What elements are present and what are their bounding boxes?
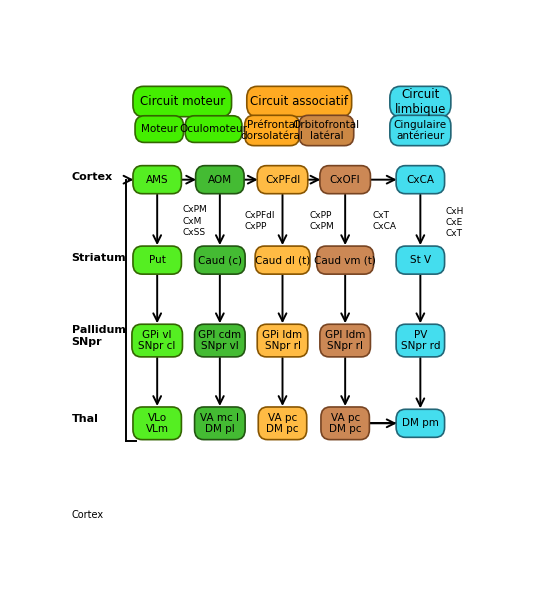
Text: Cortex: Cortex — [72, 173, 113, 182]
Text: Circuit moteur: Circuit moteur — [140, 95, 225, 108]
Text: CxPFdl
CxPP: CxPFdl CxPP — [245, 211, 275, 231]
FancyBboxPatch shape — [320, 324, 370, 357]
Text: Striatum: Striatum — [72, 253, 126, 263]
FancyBboxPatch shape — [390, 87, 451, 116]
FancyBboxPatch shape — [255, 246, 310, 274]
Text: PV
SNpr rd: PV SNpr rd — [400, 330, 440, 352]
Text: CxPM
CxM
CxSS: CxPM CxM CxSS — [182, 205, 207, 236]
FancyBboxPatch shape — [317, 246, 374, 274]
FancyBboxPatch shape — [133, 407, 182, 439]
FancyBboxPatch shape — [257, 165, 308, 193]
Text: Pallidum
SNpr: Pallidum SNpr — [72, 325, 126, 347]
Text: Put: Put — [149, 255, 165, 265]
Text: CxPP
CxPM: CxPP CxPM — [310, 211, 334, 231]
Text: CxCA: CxCA — [406, 175, 434, 184]
FancyBboxPatch shape — [396, 165, 445, 193]
FancyBboxPatch shape — [133, 246, 182, 274]
Text: DM pm: DM pm — [402, 418, 439, 428]
Text: Caud (c): Caud (c) — [198, 255, 242, 265]
FancyBboxPatch shape — [132, 324, 183, 357]
Text: Caud vm (t): Caud vm (t) — [314, 255, 376, 265]
Text: VA pc
DM pc: VA pc DM pc — [266, 413, 299, 434]
Text: CxT
CxCA: CxT CxCA — [372, 211, 396, 231]
Text: VA pc
DM pc: VA pc DM pc — [329, 413, 362, 434]
FancyBboxPatch shape — [299, 115, 354, 146]
FancyBboxPatch shape — [135, 116, 183, 143]
Text: GPi vl
SNpr cl: GPi vl SNpr cl — [139, 330, 176, 352]
FancyBboxPatch shape — [396, 410, 445, 438]
Text: Cingulaire
antérieur: Cingulaire antérieur — [394, 119, 447, 141]
FancyBboxPatch shape — [247, 87, 351, 116]
FancyBboxPatch shape — [257, 324, 308, 357]
FancyBboxPatch shape — [245, 115, 300, 146]
Text: Oculomoteur: Oculomoteur — [179, 124, 247, 134]
FancyBboxPatch shape — [321, 407, 369, 439]
Text: VLo
VLm: VLo VLm — [146, 413, 169, 434]
FancyBboxPatch shape — [133, 87, 232, 116]
Text: Circuit
limbique: Circuit limbique — [395, 88, 446, 116]
FancyBboxPatch shape — [195, 407, 245, 439]
Text: Thal: Thal — [72, 414, 99, 424]
FancyBboxPatch shape — [195, 246, 245, 274]
Text: Circuit associatif: Circuit associatif — [250, 95, 348, 108]
FancyBboxPatch shape — [133, 165, 182, 193]
Text: Moteur: Moteur — [141, 124, 178, 134]
Text: CxH
CxE
CxT: CxH CxE CxT — [445, 207, 464, 238]
Text: Cortex: Cortex — [72, 510, 103, 520]
FancyBboxPatch shape — [258, 407, 307, 439]
FancyBboxPatch shape — [185, 116, 242, 143]
Text: CxPFdl: CxPFdl — [265, 175, 300, 184]
Text: AOM: AOM — [208, 175, 232, 184]
Text: St V: St V — [410, 255, 431, 265]
Text: Préfrontal
dorsolatéral: Préfrontal dorsolatéral — [240, 119, 303, 141]
FancyBboxPatch shape — [396, 324, 445, 357]
Text: GPI ldm
SNpr rl: GPI ldm SNpr rl — [325, 330, 365, 352]
Text: GPi ldm
SNpr rl: GPi ldm SNpr rl — [262, 330, 302, 352]
Text: CxOFl: CxOFl — [330, 175, 361, 184]
FancyBboxPatch shape — [320, 165, 370, 193]
FancyBboxPatch shape — [196, 165, 244, 193]
Text: GPI cdm
SNpr vl: GPI cdm SNpr vl — [198, 330, 241, 352]
Text: AMS: AMS — [146, 175, 169, 184]
Text: VA mc l
DM pl: VA mc l DM pl — [201, 413, 239, 434]
FancyBboxPatch shape — [390, 115, 451, 146]
FancyBboxPatch shape — [396, 246, 445, 274]
FancyBboxPatch shape — [195, 324, 245, 357]
Text: Caud dl (t): Caud dl (t) — [255, 255, 310, 265]
Text: Orbitofrontal
latéral: Orbitofrontal latéral — [293, 119, 360, 141]
